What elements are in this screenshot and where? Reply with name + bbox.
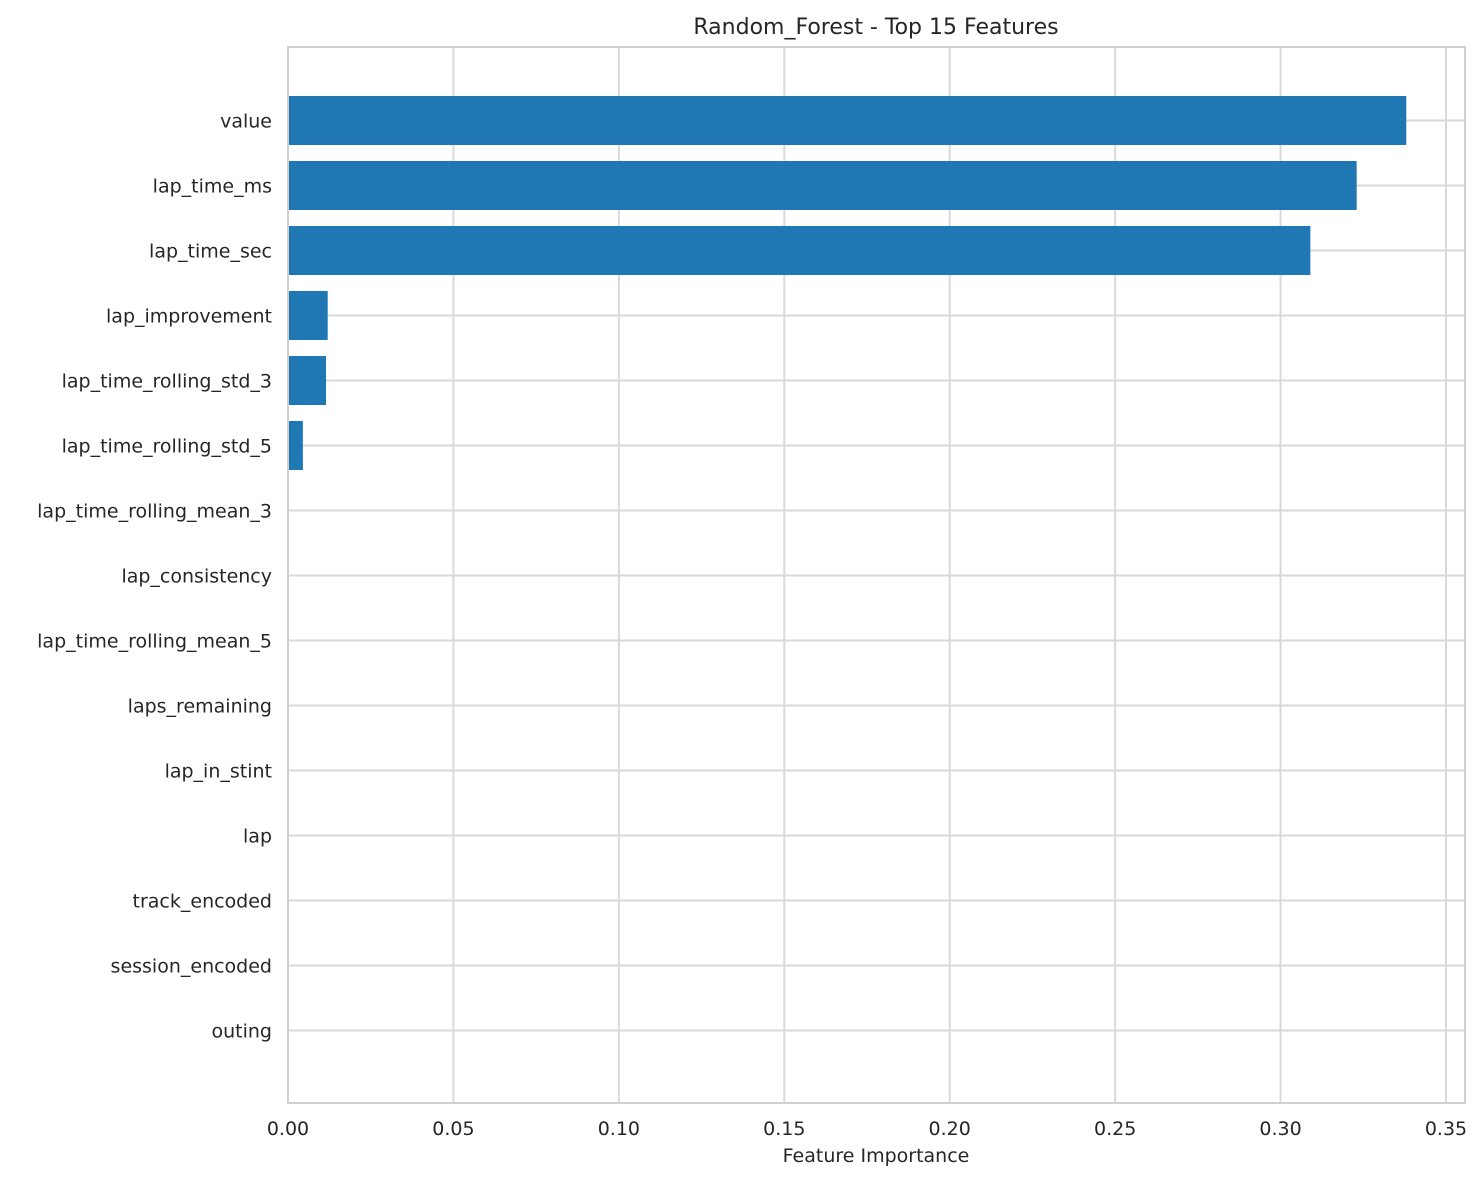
- y-tick-label: outing: [212, 1021, 273, 1043]
- x-tick-label: 0.20: [929, 1118, 971, 1140]
- y-tick-label: lap_time_sec: [149, 241, 272, 263]
- bar: [288, 421, 303, 470]
- x-tick-label: 0.05: [432, 1118, 474, 1140]
- y-tick-label: lap_improvement: [106, 306, 272, 328]
- bar: [288, 291, 328, 340]
- x-axis-label: Feature Importance: [783, 1145, 970, 1167]
- chart-title: Random_Forest - Top 15 Features: [693, 15, 1058, 40]
- x-tick-label: 0.00: [267, 1118, 309, 1140]
- y-tick-label: lap_time_ms: [153, 176, 272, 198]
- y-tick-label: lap_consistency: [121, 566, 272, 588]
- bar: [288, 356, 327, 405]
- bar: [288, 226, 1311, 275]
- bars: [288, 96, 1407, 665]
- bar: [288, 96, 1407, 145]
- y-tick-label: lap_in_stint: [165, 761, 272, 783]
- y-tick-label: lap_time_rolling_mean_5: [37, 631, 272, 653]
- y-tick-labels: value lap_time_ms lap_time_sec lap_improvem…: [37, 111, 272, 1043]
- x-tick-label: 0.10: [598, 1118, 640, 1140]
- x-tick-label: 0.25: [1094, 1118, 1136, 1140]
- x-tick-label: 0.15: [763, 1118, 805, 1140]
- y-tick-label: lap_time_rolling_std_3: [62, 371, 272, 393]
- y-tick-label: value: [220, 111, 272, 133]
- x-tick-labels: 0.00 0.05 0.10 0.15 0.20 0.25 0.30 0.35: [267, 1118, 1467, 1140]
- x-tick-label: 0.35: [1425, 1118, 1467, 1140]
- plot-frame: [287, 46, 1466, 1104]
- y-tick-label: lap: [243, 826, 272, 848]
- y-tick-label: session_encoded: [111, 956, 272, 978]
- y-tick-label: lap_time_rolling_mean_3: [37, 501, 272, 523]
- y-tick-label: track_encoded: [133, 891, 272, 913]
- y-tick-label: lap_time_rolling_std_5: [62, 436, 272, 458]
- y-tick-label: laps_remaining: [128, 696, 272, 718]
- bar: [288, 161, 1357, 210]
- x-tick-label: 0.30: [1259, 1118, 1301, 1140]
